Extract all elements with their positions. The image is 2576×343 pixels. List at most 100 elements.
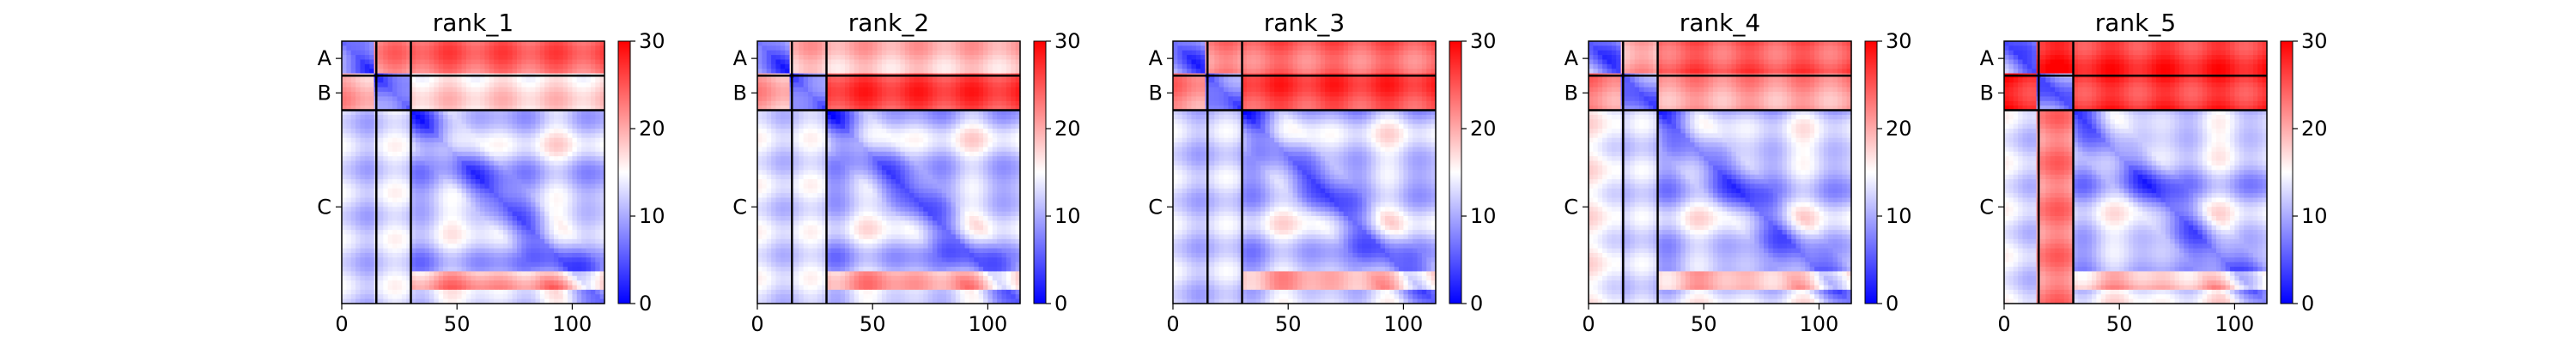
heatmap-cell [498, 285, 504, 291]
heatmap-cell [771, 129, 777, 134]
heatmap-cell [803, 123, 809, 129]
heatmap-cell [383, 262, 389, 268]
heatmap-cell [808, 174, 814, 180]
heatmap-cell [955, 105, 961, 111]
heatmap-cell [812, 45, 818, 51]
heatmap-cell [581, 262, 587, 268]
heatmap-cell [909, 50, 915, 56]
heatmap-cell [360, 179, 366, 185]
heatmap-cell [406, 160, 412, 166]
heatmap-cell [553, 289, 559, 295]
heatmap-cell [507, 142, 513, 148]
heatmap-cell [480, 55, 486, 61]
heatmap-cell [521, 197, 527, 203]
heatmap-cell [955, 59, 961, 65]
heatmap-cell [387, 170, 393, 176]
heatmap-cell [521, 114, 527, 120]
heatmap-cell [793, 174, 799, 180]
heatmap-cell [586, 59, 592, 65]
heatmap-cell [775, 110, 781, 116]
heatmap-cell [420, 289, 426, 295]
heatmap-cell [397, 225, 403, 231]
heatmap-cell [960, 100, 966, 106]
heatmap-cell [576, 129, 582, 134]
heatmap-cell [521, 244, 527, 250]
heatmap-cell [392, 188, 398, 194]
heatmap-cell [397, 184, 403, 190]
heatmap-cell [502, 142, 508, 148]
heatmap-cell [410, 230, 416, 236]
heatmap-cell [526, 174, 532, 180]
heatmap-cell [872, 160, 878, 166]
heatmap-cell [364, 294, 370, 300]
heatmap-cell [489, 45, 495, 51]
heatmap-cell [410, 289, 416, 295]
heatmap-cell [1001, 156, 1007, 162]
heatmap-cell [918, 119, 924, 125]
heatmap-cell [420, 137, 426, 143]
heatmap-cell [461, 207, 467, 213]
heatmap-cell [387, 69, 393, 75]
heatmap-cell [480, 41, 486, 46]
heatmap-cell [826, 55, 832, 61]
heatmap-cell [826, 170, 832, 176]
heatmap-cell [590, 96, 596, 102]
heatmap-cell [576, 114, 582, 120]
heatmap-cell [355, 179, 361, 185]
heatmap-cell [480, 110, 486, 116]
heatmap-cell [480, 230, 486, 236]
heatmap-cell [997, 110, 1003, 116]
heatmap-cell [553, 129, 559, 134]
heatmap-cell [494, 267, 500, 273]
heatmap-cell [863, 151, 869, 157]
heatmap-cell [890, 82, 896, 88]
heatmap-cell [521, 271, 527, 277]
heatmap-cell [410, 41, 416, 46]
heatmap-cell [780, 156, 786, 162]
heatmap-cell [983, 105, 989, 111]
heatmap-cell [914, 55, 920, 61]
heatmap-cell [904, 45, 910, 51]
heatmap-cell [438, 114, 444, 120]
heatmap-cell [599, 271, 605, 277]
heatmap-cell [383, 184, 389, 190]
heatmap-cell [581, 252, 587, 258]
heatmap-cell [452, 114, 458, 120]
heatmap-cell [983, 133, 989, 139]
heatmap-cell [410, 193, 416, 199]
heatmap-cell [539, 142, 545, 148]
heatmap-cell [378, 230, 384, 236]
heatmap-cell [355, 55, 361, 61]
heatmap-cell [355, 151, 361, 157]
heatmap-cell [512, 114, 518, 120]
heatmap-cell [531, 50, 537, 56]
heatmap-cell [480, 197, 486, 203]
heatmap-cell [877, 151, 883, 157]
heatmap-cell [890, 129, 896, 134]
heatmap-cell [881, 63, 887, 69]
heatmap-cell [383, 220, 389, 226]
heatmap-cell [955, 110, 961, 116]
heatmap-cell [849, 63, 855, 69]
heatmap-cell [881, 87, 887, 93]
heatmap-cell [969, 156, 975, 162]
heatmap-cell [424, 123, 430, 129]
heatmap-cell [568, 174, 574, 180]
heatmap-cell [401, 165, 407, 171]
heatmap-cell [544, 147, 550, 153]
heatmap-cell [558, 137, 564, 143]
heatmap-cell [397, 147, 403, 153]
heatmap-cell [808, 50, 814, 56]
heatmap-cell [785, 156, 791, 162]
heatmap-cell [845, 50, 850, 56]
heatmap-cell [401, 92, 407, 98]
heatmap-cell [378, 238, 384, 244]
heatmap-cell [881, 45, 887, 51]
heatmap-cell [342, 63, 347, 69]
heatmap-cell [562, 110, 568, 116]
heatmap-cell [909, 156, 915, 162]
heatmap-cell [484, 184, 490, 190]
heatmap-cell [452, 244, 458, 250]
heatmap-cell [799, 55, 805, 61]
heatmap-cell [364, 262, 370, 268]
